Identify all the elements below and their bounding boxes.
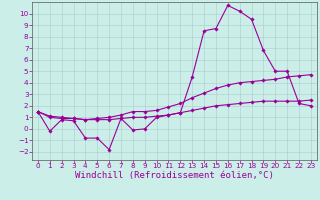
X-axis label: Windchill (Refroidissement éolien,°C): Windchill (Refroidissement éolien,°C)	[75, 171, 274, 180]
